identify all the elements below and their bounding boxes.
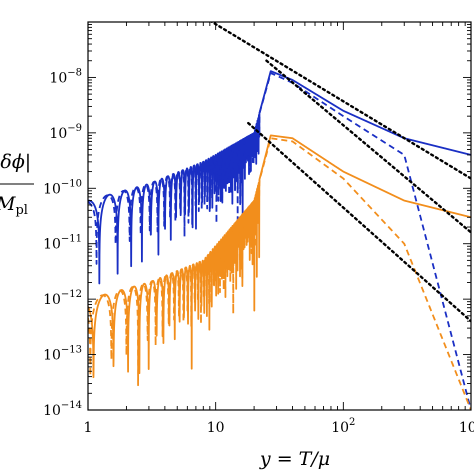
x-tick-label: 102 bbox=[331, 417, 355, 436]
y-tick-label: 10−11 bbox=[43, 234, 82, 253]
series-line bbox=[209, 22, 471, 180]
y-axis-label: |δϕ| Mpl bbox=[0, 151, 34, 218]
y-axis-label-numerator: |δϕ| bbox=[0, 151, 31, 173]
y-tick-label: 10−14 bbox=[43, 400, 82, 419]
series-line bbox=[265, 59, 471, 234]
curves bbox=[88, 22, 471, 410]
x-tick-label: 103 bbox=[459, 417, 474, 436]
y-tick-label: 10−13 bbox=[43, 345, 82, 364]
series-line bbox=[88, 70, 471, 285]
y-tick-label: 10−10 bbox=[43, 178, 82, 197]
x-tick-label: 1 bbox=[84, 420, 93, 436]
series-line bbox=[88, 137, 471, 410]
series-line bbox=[88, 72, 471, 410]
x-tick-label: 10 bbox=[207, 420, 225, 436]
series-line bbox=[88, 134, 471, 379]
plot-frame bbox=[87, 21, 472, 411]
series-line bbox=[247, 121, 471, 323]
y-axis-label-denominator: Mpl bbox=[0, 193, 28, 218]
x-axis-label: y = T/μ bbox=[259, 448, 330, 470]
y-tick-label: 10−8 bbox=[49, 67, 82, 86]
y-tick-label: 10−9 bbox=[49, 123, 82, 142]
y-axis-label-subscript: pl bbox=[15, 203, 27, 218]
y-tick-label: 10−12 bbox=[43, 289, 82, 308]
